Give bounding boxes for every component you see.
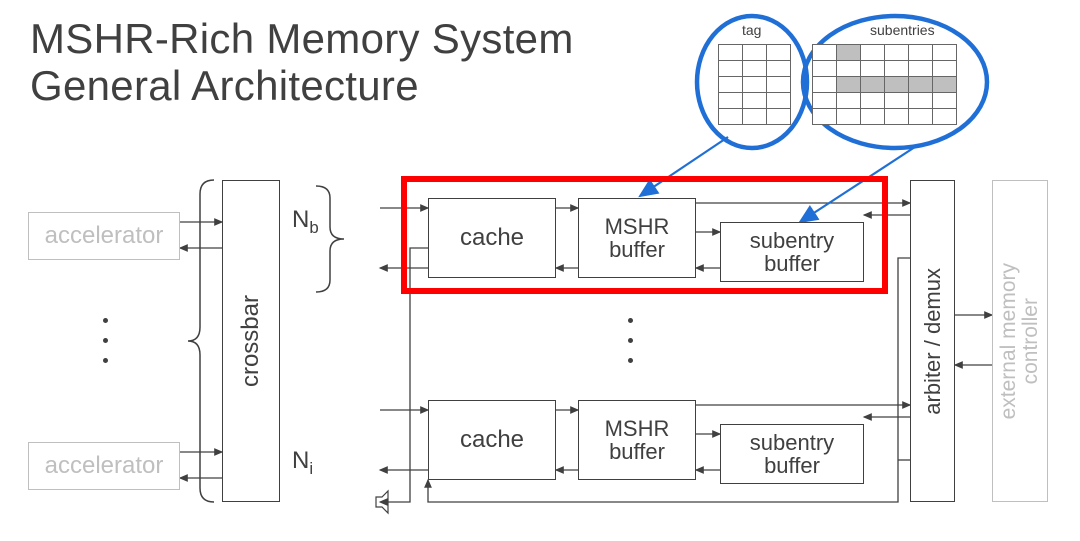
block-arbiter: arbiter / demux: [910, 180, 955, 502]
mid-ellipsis-dot-1: [628, 338, 633, 343]
block-accel_top: accelerator: [28, 212, 180, 260]
block-cache2: cache: [428, 400, 556, 480]
block-sub2: subentry buffer: [720, 424, 864, 484]
highlight-box: [401, 176, 888, 294]
block-crossbar: crossbar: [222, 180, 280, 502]
mini-table-subentries: [812, 44, 957, 125]
mid-ellipsis-dot-0: [628, 318, 633, 323]
mini-table-tag: [718, 44, 791, 125]
left-ellipsis-dot-2: [103, 358, 108, 363]
left-ellipsis-dot-0: [103, 318, 108, 323]
mini-table-subentries-header: subentries: [870, 22, 935, 38]
mid-ellipsis-dot-2: [628, 358, 633, 363]
block-mshr2: MSHR buffer: [578, 400, 696, 480]
n-i-label: Ni: [292, 447, 313, 479]
left-ellipsis-dot-1: [103, 338, 108, 343]
block-extmem: external memory controller: [992, 180, 1048, 502]
block-accel_bot: accelerator: [28, 442, 180, 490]
mini-table-tag-header: tag: [742, 22, 761, 38]
n-b-label: Nb: [292, 206, 319, 238]
